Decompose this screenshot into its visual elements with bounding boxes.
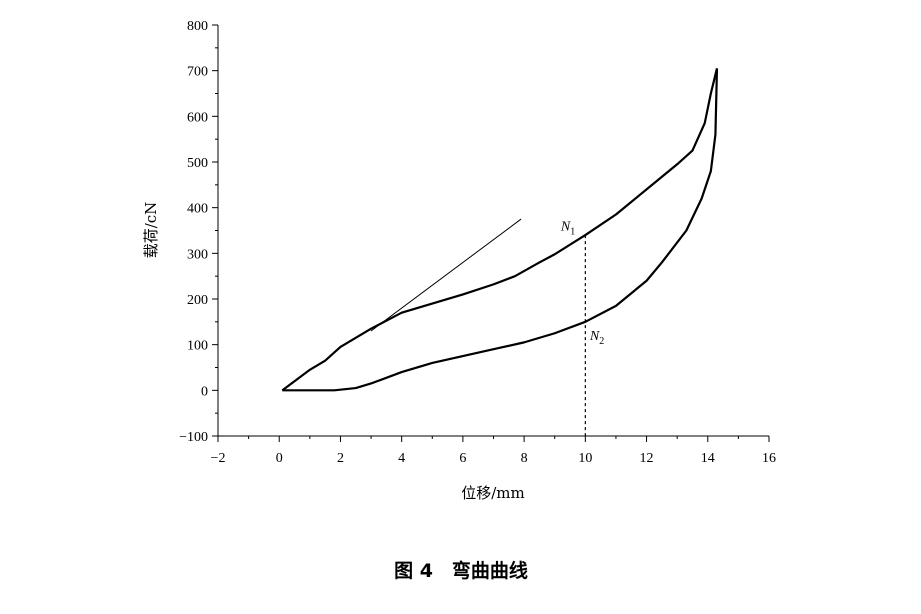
x-tick-label: 2 (337, 451, 344, 466)
x-tick-label: 16 (762, 451, 776, 466)
annotation-sub: 2 (599, 336, 604, 347)
x-tick-label: 8 (521, 451, 528, 466)
x-tick-label: 0 (276, 451, 283, 466)
caption: 图 4 弯曲曲线 (394, 559, 528, 582)
y-tick-label: 0 (201, 384, 208, 399)
y-tick-label: 200 (187, 293, 208, 308)
x-tick-label: −2 (211, 451, 226, 466)
curve (281, 68, 719, 392)
curve (282, 68, 719, 392)
y-tick-label: 700 (187, 65, 208, 80)
y-tick-label: 400 (187, 202, 208, 217)
x-axis-label: 位移/mm (461, 484, 525, 502)
x-tick-label: 4 (398, 451, 405, 466)
y-axis-label: 载荷/cN (142, 202, 160, 259)
x-tick-label: 12 (640, 451, 654, 466)
y-tick-label: −100 (179, 430, 208, 445)
annotation-sub: 1 (570, 227, 575, 238)
x-tick-label: 6 (459, 451, 466, 466)
curve (370, 218, 522, 332)
y-tick-label: 800 (187, 19, 208, 34)
y-tick-label: 500 (187, 156, 208, 171)
x-tick-label: 10 (578, 451, 592, 466)
annotation-text: N (560, 220, 571, 235)
annotation: N1 (560, 220, 575, 238)
annotation: N2 (589, 329, 604, 347)
y-tick-label: 100 (187, 339, 208, 354)
y-tick-label: 300 (187, 247, 208, 262)
annotation-text: N (589, 329, 600, 344)
y-tick-label: 600 (187, 110, 208, 125)
x-tick-label: 14 (701, 451, 715, 466)
